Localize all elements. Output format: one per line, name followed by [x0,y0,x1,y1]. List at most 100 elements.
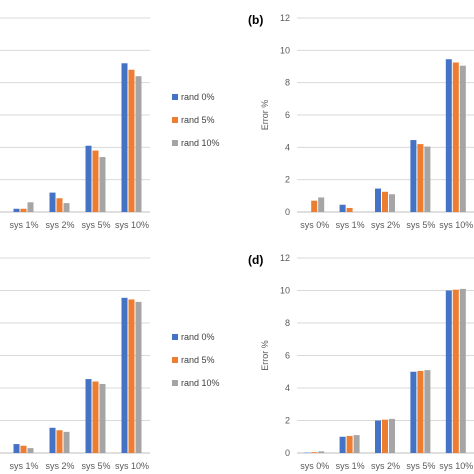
legend-label: rand 0% [181,92,215,102]
bar-rand-0--sys-1- [13,444,20,453]
y-tick-label: 6 [285,351,290,361]
bar-rand-10--sys-1- [27,202,34,212]
y-axis-label: Error % [260,340,270,371]
bar-rand-0--sys-10- [445,59,452,212]
legend: rand 0% rand 5% rand 10% [172,92,220,148]
y-tick-label: 8 [285,78,290,88]
bar-rand-5--sys-2- [382,191,388,212]
panel-label: (d) [248,253,263,267]
bar-rand-10--sys-5- [424,370,431,453]
x-tick-label: sys 1% [336,220,365,230]
y-tick-label: 10 [280,286,290,296]
chart-panel-1: %sys 1%sys 2%sys 5%sys 10%rand 0%rand 5%… [0,17,220,230]
bar-rand-5--sys-2- [56,430,63,453]
legend: rand 0% rand 5% rand 10% [172,332,220,388]
bar-rand-0--sys-2- [49,427,56,453]
x-tick-label: sys 5% [406,220,435,230]
x-tick-label: sys 0% [300,220,329,230]
x-tick-label: sys 1% [9,461,38,471]
bar-rand-5--sys-10- [128,69,135,212]
chart-panel-3: %sys 1%sys 2%sys 5%sys 10%rand 0%rand 5%… [0,257,220,471]
bar-rand-5--sys-5- [417,144,424,212]
chart-panel-2: 0 2 4 6 8 10 12 sys 0% sys 1% sys 2% sys 5% sys 10%… [248,13,474,230]
bar-rand-0--sys-5- [410,140,417,212]
x-tick-label: sys 1% [336,461,365,471]
bar-rand-0--sys-10- [121,63,128,213]
y-tick-label: 8 [285,318,290,328]
bar-rand-0--sys-2- [375,420,381,453]
legend-swatch [172,334,178,340]
bar-rand-10--sys-10- [459,65,466,212]
x-tick-label: sys 10% [115,220,149,230]
x-tick-label: sys 10% [115,461,149,471]
y-axis-label: Error % [260,100,270,131]
legend-swatch [172,117,178,123]
legend-label: rand 0% [181,332,215,342]
bar-rand-10--sys-1- [353,435,360,453]
bar-rand-10--sys-5- [99,383,106,453]
y-tick-label: 4 [285,383,290,393]
bar-rand-5--sys-5- [417,370,424,453]
bar-rand-5--sys-1- [20,208,27,212]
bar-rand-10--sys-1- [27,448,34,453]
y-tick-label: 0 [285,207,290,217]
bar-rand-5--sys-0- [311,200,318,212]
bar-rand-5--sys-2- [56,198,63,212]
bar-rand-10--sys-10- [459,288,466,453]
legend-swatch [172,380,178,386]
bar-rand-0--sys-5- [85,145,92,212]
legend-swatch [172,94,178,100]
bar-rand-10--sys-0- [318,451,325,453]
bar-rand-10--sys-2- [63,431,70,453]
bar-rand-10--sys-2- [389,418,395,453]
bar-rand-10--sys-10- [135,301,142,453]
x-tick-label: sys 2% [371,220,400,230]
legend-label: rand 5% [181,355,215,365]
y-tick-label: 12 [280,13,290,23]
y-tick-label: 2 [285,416,290,426]
x-tick-label: sys 5% [81,461,110,471]
x-tick-label: sys 2% [371,461,400,471]
x-tick-label: sys 1% [9,220,38,230]
bar-rand-10--sys-5- [424,146,431,212]
bar-rand-0--sys-1- [339,204,346,212]
bar-rand-5--sys-5- [92,381,99,453]
panel-label: (b) [248,13,263,27]
x-tick-label: sys 0% [300,461,329,471]
x-tick-label: sys 2% [45,220,74,230]
bar-rand-5--sys-5- [92,150,99,212]
bar-rand-10--sys-2- [389,194,395,212]
y-tick-label: 0 [285,448,290,458]
bar-rand-5--sys-10- [128,299,135,453]
y-tick-label: 6 [285,110,290,120]
bar-rand-10--sys-10- [135,76,142,212]
bar-rand-10--sys-2- [63,203,70,212]
bar-rand-5--sys-2- [382,419,388,453]
bar-rand-0--sys-10- [121,297,128,453]
legend-swatch [172,140,178,146]
x-tick-label: sys 2% [45,461,74,471]
bar-rand-5--sys-1- [346,207,353,212]
bar-rand-0--sys-2- [49,192,56,212]
legend-label: rand 10% [181,378,220,388]
bar-rand-0--sys-1- [339,436,346,453]
y-tick-label: 2 [285,175,290,185]
bar-rand-5--sys-1- [20,445,27,453]
bar-rand-10--sys-5- [99,157,106,212]
y-tick-label: 10 [280,45,290,55]
legend-label: rand 5% [181,115,215,125]
x-tick-label: sys 5% [81,220,110,230]
bar-rand-0--sys-10- [445,290,452,453]
bar-rand-5--sys-0- [311,452,318,453]
bar-rand-5--sys-10- [452,62,459,213]
bar-rand-10--sys-0- [318,197,325,212]
chart-panel-4: 0 2 4 6 8 10 12 sys 0% sys 1% sys 2% sys 5% sys 10%… [248,253,474,471]
x-tick-label: sys 10% [439,220,473,230]
bar-rand-0--sys-1- [13,208,20,212]
legend-label: rand 10% [181,138,220,148]
x-tick-label: sys 10% [439,461,473,471]
bar-rand-0--sys-5- [85,379,92,453]
bar-rand-0--sys-2- [375,188,381,212]
bar-rand-0--sys-5- [410,371,417,453]
